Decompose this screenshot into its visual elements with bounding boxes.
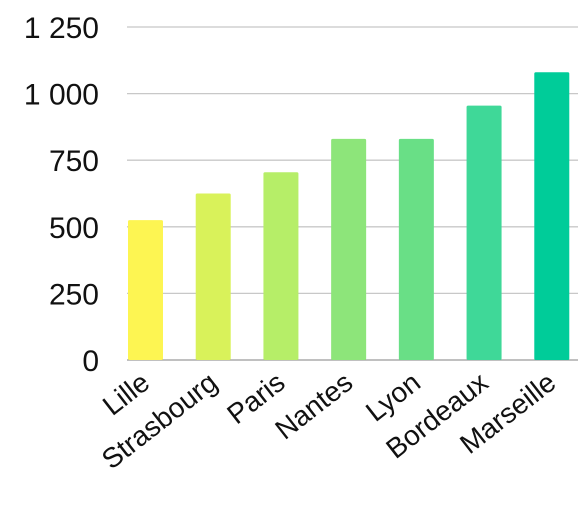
y-tick-label: 750	[49, 145, 99, 178]
y-axis-tick-labels: 0 250 500 750 1 000 1 250	[24, 12, 99, 378]
bars	[128, 72, 570, 361]
y-tick-label: 250	[49, 278, 99, 311]
y-tick-label: 0	[82, 345, 99, 378]
bar-nantes	[331, 138, 367, 360]
bar-lyon	[398, 138, 434, 360]
bar-bordeaux	[466, 105, 502, 360]
bar-strasbourg	[195, 193, 231, 360]
y-tick-label: 500	[49, 212, 99, 245]
bar-lille	[128, 220, 163, 360]
bar-paris	[263, 172, 299, 360]
y-tick-label: 1 000	[24, 79, 99, 112]
y-tick-label: 1 250	[24, 12, 99, 45]
bar-marseille	[534, 72, 570, 361]
x-category-label: Nantes	[269, 366, 358, 445]
